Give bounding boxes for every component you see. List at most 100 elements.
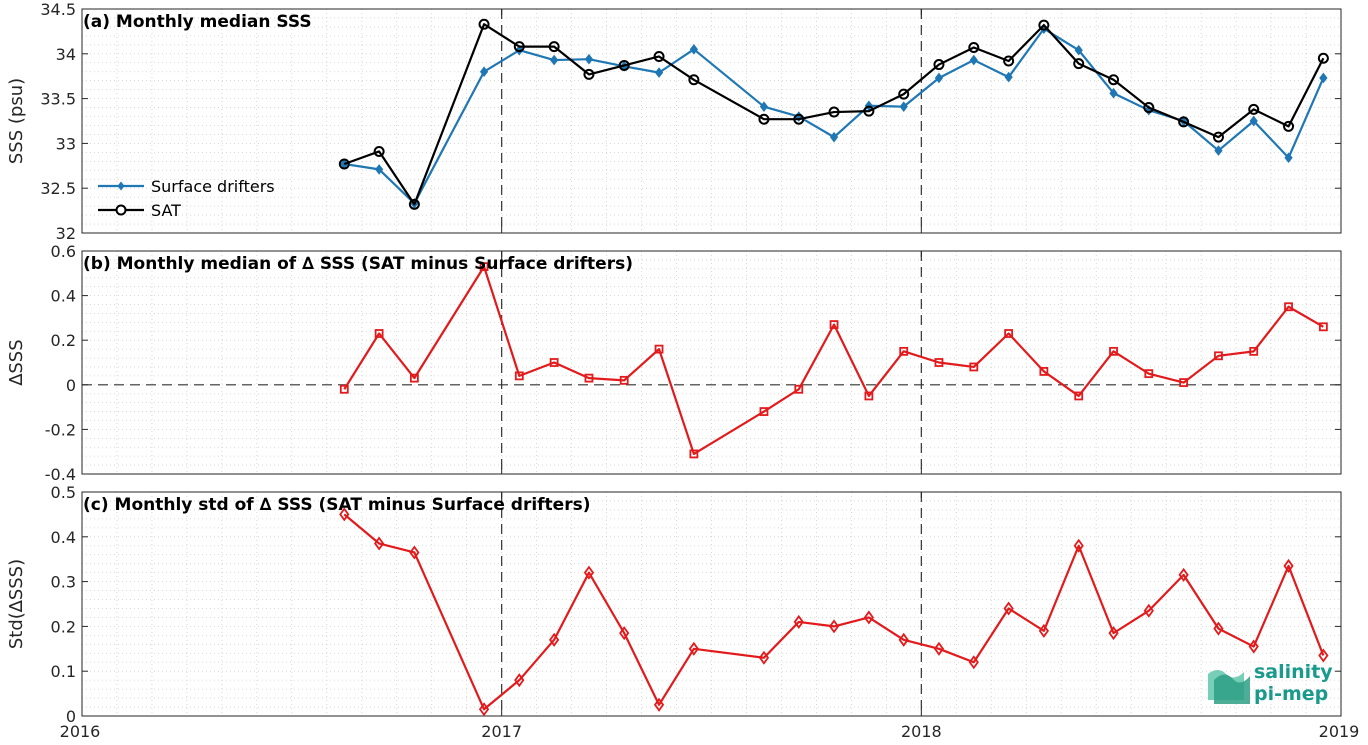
data-point	[758, 650, 770, 665]
data-point	[1003, 55, 1015, 67]
data-point	[618, 59, 630, 71]
data-point	[899, 101, 908, 112]
data-point	[583, 68, 595, 80]
data-point	[1283, 558, 1294, 573]
legend-label: Surface drifters	[151, 177, 275, 196]
data-point	[898, 88, 910, 100]
data-point	[1319, 72, 1328, 84]
x-tick-label: 2017	[481, 722, 522, 741]
grid	[82, 251, 1341, 474]
data-point	[1004, 71, 1013, 83]
data-point	[548, 41, 560, 53]
data-point	[1074, 44, 1083, 56]
y-tick-label: 0.6	[51, 242, 76, 261]
data-point	[1109, 87, 1118, 99]
data-point	[793, 614, 804, 629]
x-tick-label: 2019	[1319, 722, 1360, 741]
data-point	[373, 145, 385, 157]
data-point	[1143, 603, 1154, 618]
data-point	[1284, 302, 1293, 312]
data-point	[513, 41, 525, 53]
panel-title: (b) Monthly median of ∆ SSS (SAT minus S…	[83, 254, 633, 274]
data-point	[1039, 367, 1049, 376]
data-point	[1178, 567, 1189, 582]
salinity-pi-mep-logo: salinity pi-mep	[1208, 661, 1333, 705]
series-2	[338, 18, 1329, 210]
data-point	[549, 54, 559, 66]
panel-3: 0 0.1 0.2 0.3 0.4 0.5 2016 2017 2018 2019 Std(∆SSS…	[6, 483, 1359, 741]
data-point	[549, 358, 559, 367]
data-point	[374, 164, 384, 175]
data-point	[479, 66, 489, 78]
data-point	[934, 358, 944, 367]
data-point	[688, 641, 699, 656]
data-point	[828, 106, 840, 118]
y-tick-label: 34.5	[40, 0, 76, 19]
data-point	[1074, 391, 1084, 401]
data-point	[1003, 601, 1014, 616]
y-tick-label: 0	[66, 376, 76, 395]
data-point	[793, 113, 805, 125]
data-point	[968, 655, 979, 670]
data-point	[478, 18, 490, 30]
y-tick-label: 0	[66, 707, 76, 726]
series-1	[339, 507, 1329, 717]
axes-box	[81, 250, 1342, 475]
panel-2: -0.4 -0.2 0 0.2 0.4 0.6 ∆SSS (b) Monthly median…	[6, 242, 1342, 484]
series-line	[343, 23, 1325, 206]
data-point	[1108, 626, 1119, 641]
data-point	[619, 375, 629, 385]
data-point	[409, 545, 420, 560]
data-point	[1214, 145, 1223, 156]
data-point	[933, 641, 945, 656]
axes-box	[81, 491, 1342, 717]
data-point	[408, 198, 420, 210]
logo-wave-icon	[1214, 674, 1250, 704]
legend-marker	[115, 204, 127, 216]
y-tick-label: -0.4	[45, 465, 76, 484]
y-tick-label: 0.5	[51, 483, 76, 502]
data-point	[1178, 116, 1190, 128]
data-point	[688, 74, 700, 86]
data-point	[758, 113, 770, 125]
data-point	[584, 373, 594, 383]
data-point	[1073, 58, 1085, 70]
series-line	[343, 265, 1324, 456]
data-point	[338, 158, 350, 170]
data-point	[794, 384, 804, 394]
data-point	[968, 42, 980, 54]
data-point	[1249, 115, 1258, 127]
data-point	[898, 632, 909, 647]
data-point	[654, 344, 664, 354]
data-point	[549, 632, 560, 647]
data-point	[654, 67, 664, 78]
data-point	[1248, 639, 1259, 654]
data-point	[583, 565, 595, 580]
axes-box	[81, 8, 1342, 234]
data-point	[1143, 102, 1155, 114]
data-point	[689, 44, 699, 55]
y-tick-label: 0.2	[51, 331, 76, 350]
data-point	[1038, 623, 1049, 638]
data-point	[619, 626, 630, 641]
data-point	[1248, 103, 1260, 115]
data-point	[864, 391, 874, 401]
series-line	[343, 513, 1325, 711]
panel-title: (c) Monthly std of ∆ SSS (SAT minus Surf…	[83, 495, 590, 515]
data-point	[584, 53, 594, 65]
y-tick-label: 32.5	[40, 179, 76, 198]
data-point	[1283, 120, 1295, 132]
data-point	[1144, 369, 1154, 379]
data-point	[514, 371, 524, 381]
y-tick-label: 0.3	[51, 573, 76, 592]
legend-label: SAT	[151, 201, 181, 220]
y-tick-label: 32	[56, 224, 76, 243]
y-tick-label: 0.2	[51, 617, 76, 636]
data-point	[1213, 621, 1224, 636]
y-tick-label: 0.4	[51, 528, 76, 547]
legend-marker	[117, 181, 125, 191]
data-point	[1284, 152, 1293, 164]
data-point	[478, 702, 490, 717]
data-point	[759, 101, 769, 112]
